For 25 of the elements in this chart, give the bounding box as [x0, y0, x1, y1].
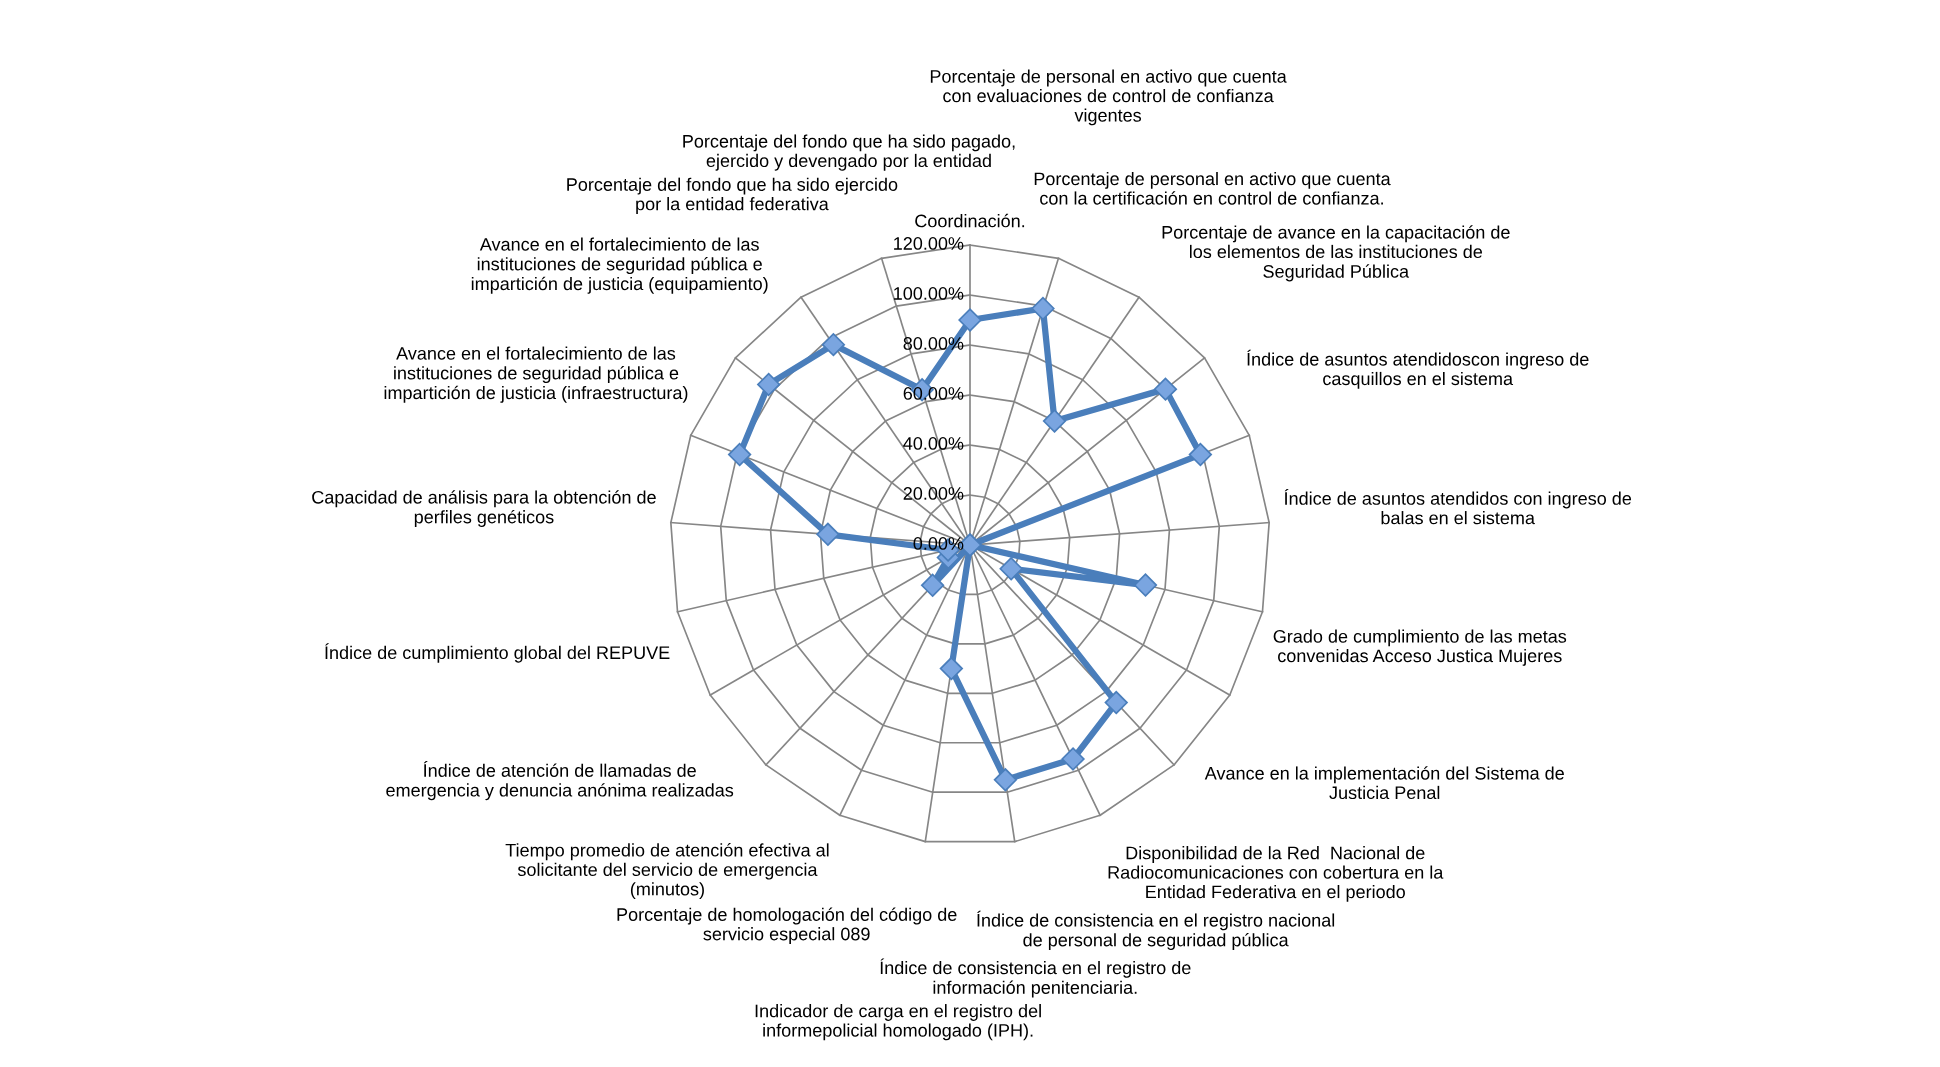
spoke-label: Porcentaje de personal en activo que cuenta con la certificación en control de confianza.: [1034, 171, 1391, 205]
spoke-label: Porcentaje de homologación del código de servicio especial 089: [617, 907, 957, 944]
y-tick-label: 120.00%: [894, 237, 964, 250]
spoke-label: Índice de cumplimiento global del REPUVE: [325, 643, 670, 663]
y-tick-label: 100.00%: [894, 287, 964, 300]
y-tick-label: 20.00%: [903, 487, 964, 500]
spoke-label: Índice de consistencia en el registro de información penitenciaria.: [880, 958, 1191, 998]
spoke-label: Porcentaje de avance en la capacitación de los elementos de las instituciones de Seguridad Pública: [1162, 225, 1510, 282]
spoke-label: Porcentaje de personal en activo que cuenta con evaluaciones de control de confianza vigentes: [930, 69, 1287, 126]
spoke-label: Avance en el fortalecimiento de las instituciones de seguridad pública e impartición de justicia (equipamiento): [471, 237, 768, 294]
spoke-label: Índice de asuntos atendidoscon ingreso de casquillos en el sistema: [1247, 349, 1589, 389]
y-tick-label: 40.00%: [903, 437, 964, 450]
spoke-label: Grado de cumplimiento de las metas convenidas Acceso Justica Mujeres: [1273, 629, 1567, 666]
spoke-label: Indicador de carga en el registro del informepolicial homologado (IPH).: [755, 1004, 1041, 1041]
spoke-label: Porcentaje del fondo que ha sido ejercido por la entidad federativa: [567, 177, 898, 214]
spoke-label: Índice de atención de llamadas de emergencia y denuncia anónima realizadas: [386, 761, 734, 801]
spoke-label: Índice de asuntos atendidos con ingreso de balas en el sistema: [1284, 489, 1632, 525]
spoke-label: Avance en el fortalecimiento de las instituciones de seguridad pública e impartición de justicia (infraestructura): [384, 346, 688, 403]
spoke-label: Coordinación.: [915, 213, 1025, 228]
spoke-label: Avance en la implementación del Sistema de Justicia Penal: [1204, 766, 1564, 800]
spoke-label: Tiempo promedio de atención efectiva al solicitante del servicio de emergencia (minutos): [505, 843, 829, 900]
spoke-label: Porcentaje del fondo que ha sido pagado, ejercido y devengado por la entidad: [683, 134, 1015, 171]
spoke-label: Capacidad de análisis para la obtención de perfiles genéticos: [312, 490, 656, 527]
spoke-label: Disponibilidad de la Red Nacional de Radiocomunicaciones con cobertura en la Entidad Federativa en el periodo: [1108, 846, 1444, 902]
spoke-label: Índice de consistencia en el registro nacional de personal de seguridad pública: [977, 910, 1335, 950]
